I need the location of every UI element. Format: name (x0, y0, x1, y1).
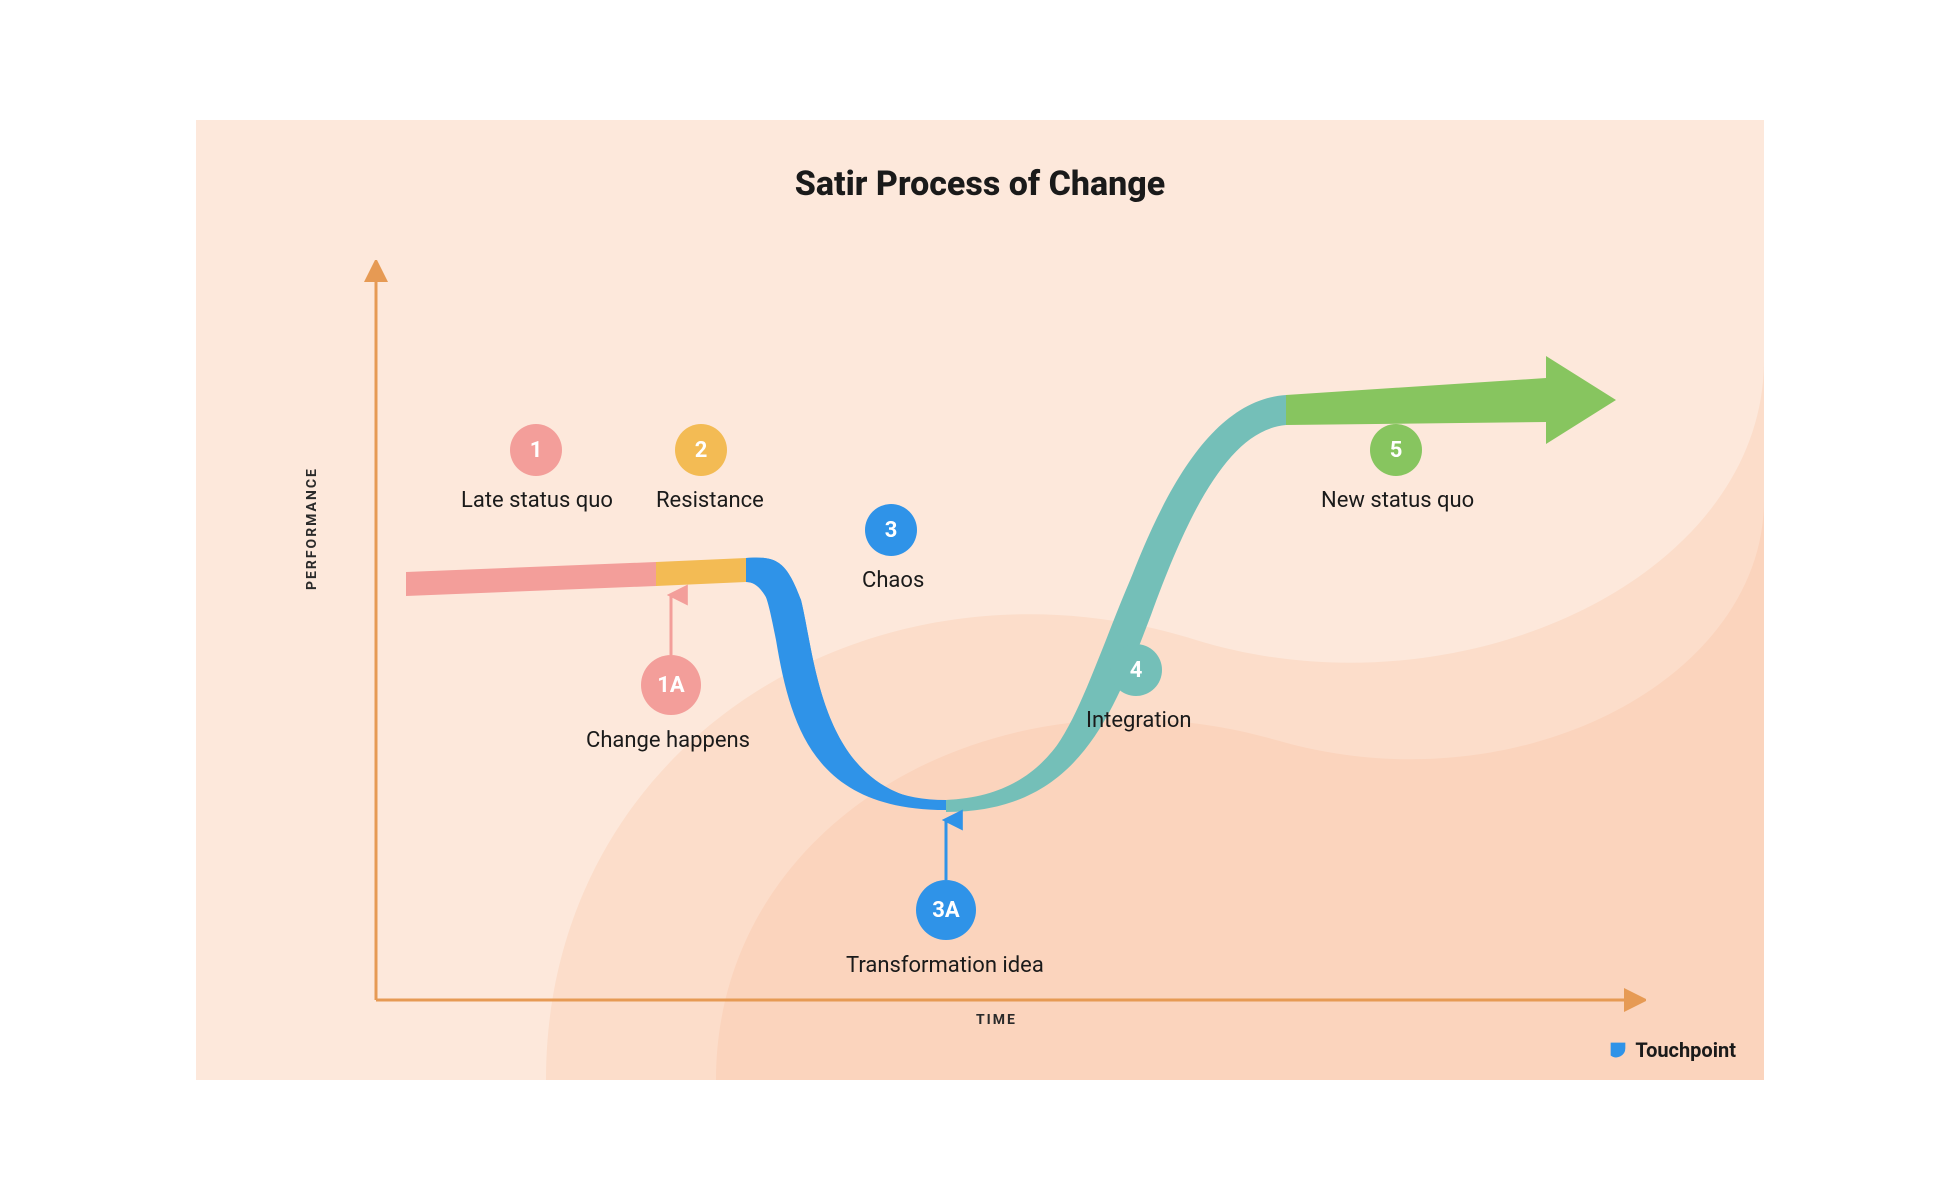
label-event-3a: Transformation idea (846, 953, 1044, 978)
infographic-canvas: Satir Process of Change PERFORMANCE (196, 120, 1764, 1080)
brand-name: Touchpoint (1635, 1038, 1736, 1062)
label-event-1a: Change happens (586, 728, 750, 753)
chart-area: TIME 1 Late status quo 2 Resistance 3 Ch… (346, 260, 1646, 980)
segment-integration (946, 398, 1286, 810)
segment-late-status-quo (406, 562, 656, 596)
label-stage-5: New status quo (1321, 488, 1474, 513)
badge-stage-2: 2 (675, 424, 727, 476)
chart-svg (346, 260, 1646, 1040)
segment-resistance (656, 558, 746, 586)
segment-new-status-quo (1286, 356, 1616, 444)
brand-badge: Touchpoint (1607, 1038, 1736, 1062)
label-stage-2: Resistance (656, 488, 764, 513)
y-axis-label: PERFORMANCE (304, 467, 320, 590)
badge-stage-5: 5 (1370, 424, 1422, 476)
badge-event-3a: 3A (916, 880, 976, 940)
badge-stage-4: 4 (1110, 644, 1162, 696)
segment-chaos-shape (746, 558, 946, 810)
brand-icon (1607, 1039, 1629, 1061)
label-stage-3: Chaos (862, 568, 924, 593)
badge-stage-3: 3 (865, 504, 917, 556)
badge-event-1a: 1A (641, 655, 701, 715)
chart-title: Satir Process of Change (196, 164, 1764, 204)
label-stage-1: Late status quo (461, 488, 613, 513)
x-axis-label: TIME (976, 1012, 1017, 1028)
segment-integration-body (946, 395, 1286, 812)
badge-stage-1: 1 (510, 424, 562, 476)
label-stage-4: Integration (1086, 708, 1192, 733)
